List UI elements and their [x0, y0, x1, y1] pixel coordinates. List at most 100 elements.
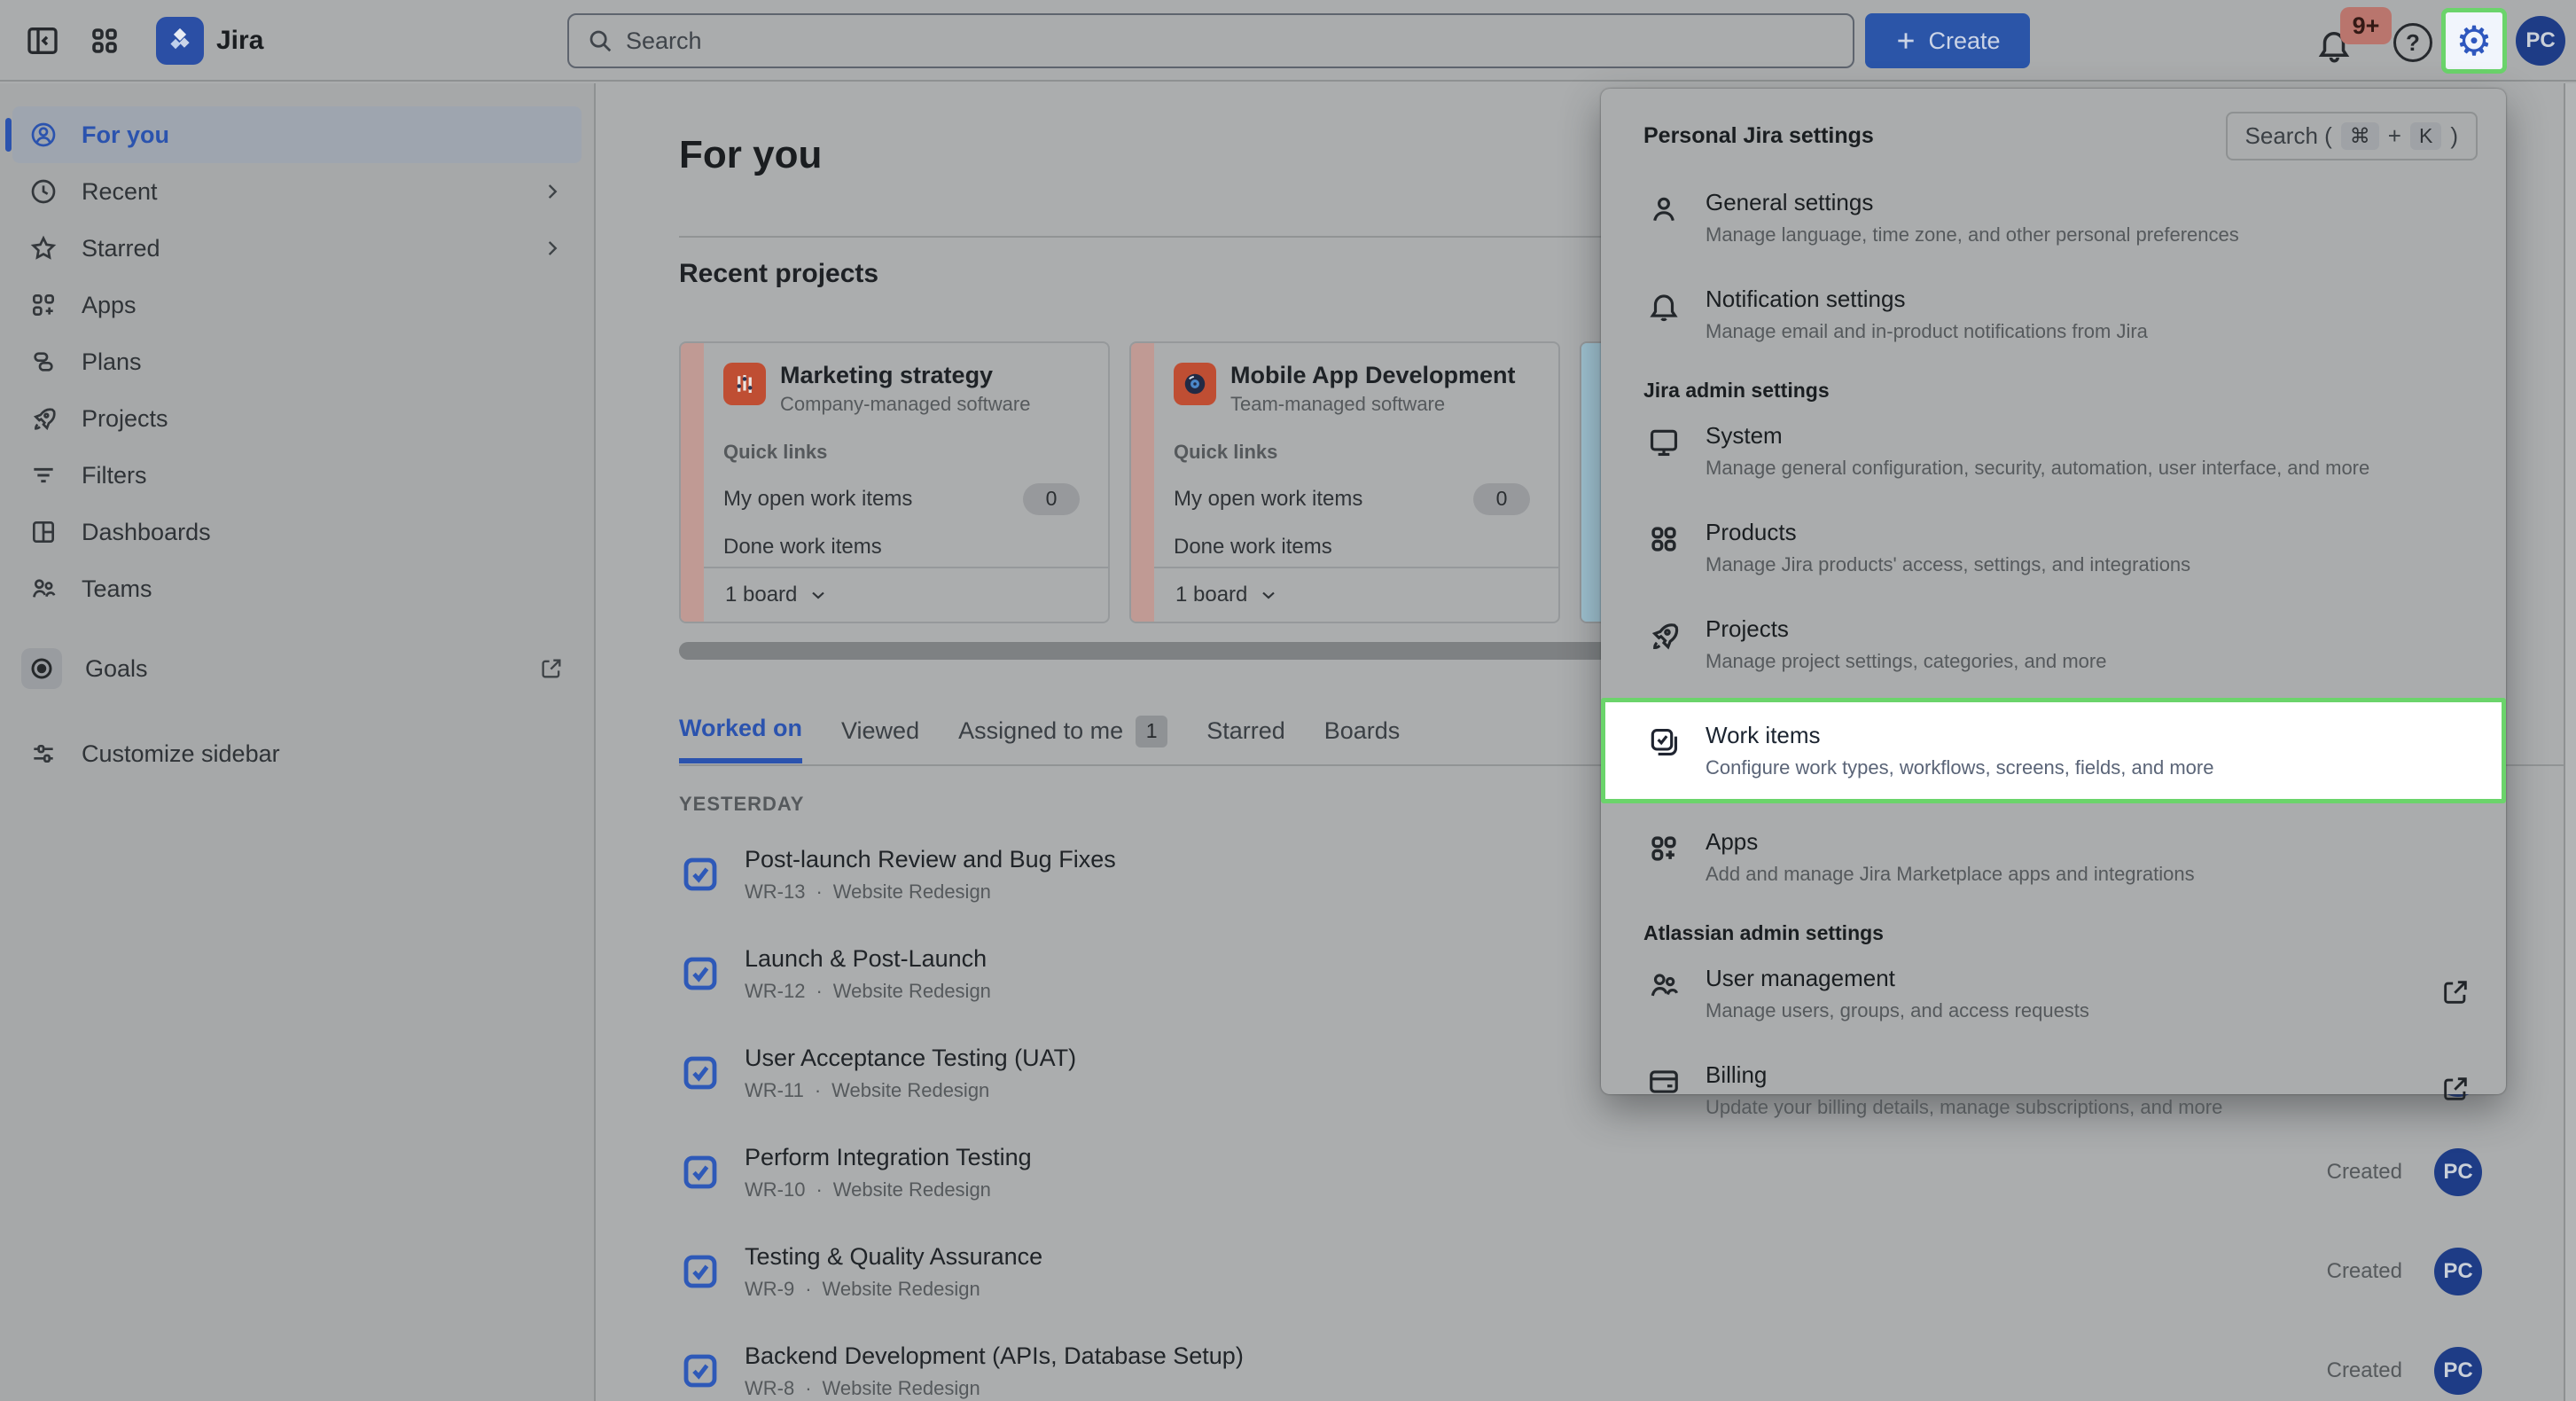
menu-item-title: Projects: [1706, 615, 1789, 642]
board-selector[interactable]: 1 board: [1154, 567, 1558, 622]
count-badge: 0: [1473, 482, 1530, 515]
sidebar-item-filters[interactable]: Filters: [12, 447, 582, 504]
menu-item-desc: Manage email and in-product notification…: [1706, 320, 2148, 342]
menu-item-general-settings[interactable]: General settings Manage language, time z…: [1601, 169, 2506, 266]
menu-item-notification-settings[interactable]: Notification settings Manage email and i…: [1601, 266, 2506, 363]
board-count-label: 1 board: [725, 583, 798, 607]
menu-item-title: Notification settings: [1706, 286, 1906, 312]
project-card-marketing-strategy[interactable]: Marketing strategy Company-managed softw…: [679, 341, 1110, 623]
recent-projects-title: Recent projects: [679, 259, 879, 288]
sidebar-item-teams[interactable]: Teams: [12, 560, 582, 617]
menu-item-title: User management: [1706, 965, 1895, 991]
tab-label: Viewed: [841, 717, 920, 744]
work-item-title[interactable]: User Acceptance Testing (UAT): [745, 1044, 1077, 1071]
project-icon-vinyl: [1174, 363, 1216, 405]
search-input[interactable]: Search: [567, 13, 1854, 68]
work-items-icon: [1647, 722, 1682, 759]
apps-grid-plus-icon: [1647, 828, 1682, 865]
work-item-project[interactable]: Website Redesign: [832, 979, 991, 1002]
work-item-row[interactable]: Backend Development (APIs, Database Setu…: [679, 1321, 2482, 1401]
project-title[interactable]: Marketing strategy: [780, 362, 994, 388]
menu-item-desc: Manage language, time zone, and other pe…: [1706, 223, 2239, 246]
brand[interactable]: Jira: [156, 17, 263, 65]
work-item-key: WR-10: [745, 1178, 806, 1201]
menu-item-products[interactable]: Products Manage Jira products' access, s…: [1601, 499, 2506, 596]
notifications-button[interactable]: 9+: [2303, 7, 2392, 71]
help-button[interactable]: ?: [2393, 23, 2432, 62]
sidebar-item-projects[interactable]: Projects: [12, 390, 582, 447]
quick-link-open-items[interactable]: My open work items 0: [1174, 482, 1539, 515]
sliders-icon: [28, 740, 59, 768]
avatar[interactable]: PC: [2434, 1248, 2482, 1295]
avatar[interactable]: PC: [2434, 1148, 2482, 1196]
menu-item-projects[interactable]: Projects Manage project settings, catego…: [1601, 596, 2506, 693]
help-icon: ?: [2406, 28, 2420, 56]
menu-item-user-management[interactable]: User management Manage users, groups, an…: [1601, 945, 2506, 1042]
work-item-title[interactable]: Testing & Quality Assurance: [745, 1242, 1043, 1270]
avatar: PC: [2516, 16, 2565, 66]
settings-search-button[interactable]: Search ( ⌘ + K ): [2225, 112, 2478, 160]
sidebar-item-recent[interactable]: Recent: [12, 163, 582, 220]
project-title[interactable]: Mobile App Development: [1230, 362, 1516, 388]
menu-item-desc: Manage general configuration, security, …: [1706, 457, 2370, 479]
quick-links-label: Quick links: [1174, 440, 1278, 463]
sidebar-item-plans[interactable]: Plans: [12, 333, 582, 390]
work-item-row[interactable]: Testing & Quality Assurance WR-9 · Website…: [679, 1222, 2482, 1321]
work-item-row[interactable]: Perform Integration Testing WR-10 · Websit…: [679, 1123, 2482, 1222]
chevron-right-icon[interactable]: [541, 180, 564, 203]
sidebar-item-apps[interactable]: Apps: [12, 277, 582, 333]
menu-item-apps[interactable]: Apps Add and manage Jira Marketplace app…: [1601, 809, 2506, 905]
tab-starred[interactable]: Starred: [1206, 717, 1285, 761]
sidebar-item-dashboards[interactable]: Dashboards: [12, 504, 582, 560]
project-card-mobile-app-development[interactable]: Mobile App Development Team-managed soft…: [1129, 341, 1560, 623]
create-button[interactable]: Create: [1865, 13, 2030, 68]
work-item-title[interactable]: Launch & Post-Launch: [745, 944, 987, 972]
work-item-project[interactable]: Website Redesign: [831, 1078, 990, 1101]
sidebar-item-starred[interactable]: Starred: [12, 220, 582, 277]
external-link-icon[interactable]: [539, 656, 564, 681]
sidebar-item-goals[interactable]: Goals: [12, 640, 582, 697]
menu-item-work-items-highlighted[interactable]: Work items Configure work types, workflo…: [1601, 698, 2506, 803]
settings-button-highlighted[interactable]: ⚙: [2441, 8, 2507, 74]
work-item-project[interactable]: Website Redesign: [832, 1178, 991, 1201]
work-item-project[interactable]: Website Redesign: [822, 1376, 980, 1399]
sidebar-item-label: Apps: [82, 291, 137, 318]
chevron-right-icon[interactable]: [541, 237, 564, 260]
work-item-project[interactable]: Website Redesign: [832, 880, 991, 903]
sidebar-item-customize[interactable]: Customize sidebar: [12, 725, 582, 782]
project-subtitle: Company-managed software: [780, 392, 1031, 415]
menu-item-billing[interactable]: Billing Update your billing details, man…: [1601, 1042, 2506, 1139]
tab-viewed[interactable]: Viewed: [841, 717, 919, 761]
sidebar-item-label: Projects: [82, 404, 168, 432]
quick-link-label: Done work items: [1174, 534, 1332, 559]
work-item-project[interactable]: Website Redesign: [822, 1277, 980, 1300]
quick-link-open-items[interactable]: My open work items 0: [723, 482, 1089, 515]
dashboards-icon: [28, 518, 59, 546]
work-item-title[interactable]: Perform Integration Testing: [745, 1143, 1032, 1170]
quick-link-done-items[interactable]: Done work items: [1174, 535, 1539, 560]
work-item-title[interactable]: Post-launch Review and Bug Fixes: [745, 845, 1116, 873]
monitor-icon: [1647, 422, 1682, 459]
chevron-down-icon: [1258, 584, 1279, 606]
work-item-title[interactable]: Backend Development (APIs, Database Setu…: [745, 1342, 1244, 1369]
collapse-sidebar-icon[interactable]: [25, 23, 60, 59]
menu-item-desc: Add and manage Jira Marketplace apps and…: [1706, 863, 2195, 885]
profile-button[interactable]: PC: [2516, 16, 2565, 66]
sidebar-item-for-you[interactable]: For you: [5, 106, 582, 163]
tab-worked-on[interactable]: Worked on: [679, 715, 803, 763]
sidebar-item-label: Goals: [85, 654, 148, 682]
board-selector[interactable]: 1 board: [704, 567, 1108, 622]
quick-link-done-items[interactable]: Done work items: [723, 535, 1089, 560]
tab-label: Worked on: [679, 715, 803, 741]
separator: ·: [816, 979, 823, 1002]
separator: ·: [805, 1277, 812, 1300]
tab-boards[interactable]: Boards: [1324, 717, 1401, 761]
app-switcher-icon[interactable]: [89, 25, 121, 57]
menu-item-system[interactable]: System Manage general configuration, sec…: [1601, 403, 2506, 499]
vertical-scrollbar[interactable]: [2564, 83, 2576, 1401]
task-checkbox-icon: [679, 1052, 722, 1094]
jira-logo: [156, 17, 204, 65]
sidebar-item-label: Dashboards: [82, 518, 211, 545]
avatar[interactable]: PC: [2434, 1347, 2482, 1395]
tab-assigned-to-me[interactable]: Assigned to me 1: [958, 715, 1168, 763]
